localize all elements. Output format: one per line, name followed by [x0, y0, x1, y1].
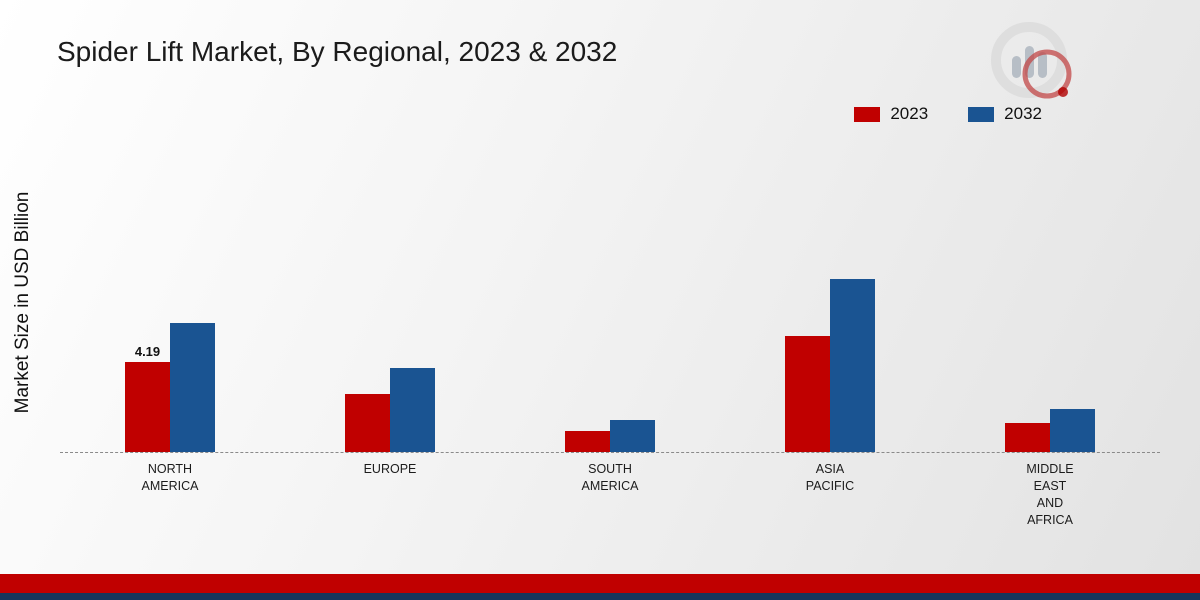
footer-blue-band	[0, 593, 1200, 600]
legend-swatch-2032	[968, 106, 995, 122]
bar-pair	[565, 150, 655, 452]
bar-pair	[1005, 150, 1095, 452]
x-tick-label: EUROPE	[363, 462, 417, 476]
bar-2032	[170, 323, 215, 452]
x-tick-label: NORTH AMERICA	[141, 462, 199, 493]
bar-wrap: 4.19	[125, 344, 170, 452]
bar-2032	[610, 419, 655, 452]
bar-group: MIDDLE EAST AND AFRICA	[1005, 150, 1095, 529]
y-axis-label: Market Size in USD Billion	[12, 191, 33, 414]
legend-item-2032: 2032	[968, 104, 1042, 124]
bar-pair: 4.19	[125, 150, 215, 452]
x-tick-label: SOUTH AMERICA	[581, 462, 639, 493]
bar-pair	[345, 150, 435, 452]
bar-group: ASIA PACIFIC	[785, 150, 875, 495]
legend-label-2023: 2023	[890, 104, 929, 123]
bar-pair	[785, 150, 875, 452]
bar-2023	[1005, 422, 1050, 452]
bar-wrap	[610, 419, 655, 452]
bar-wrap	[1005, 422, 1050, 452]
legend: 2023 2032	[854, 104, 1042, 124]
x-tick-label: ASIA PACIFIC	[805, 462, 855, 493]
bar-2032	[1050, 409, 1095, 452]
bar-group: 4.19 NORTH AMERICA	[125, 150, 215, 495]
bar-2032	[830, 278, 875, 452]
footer-red-band	[0, 574, 1200, 593]
plot-area: 4.19 NORTH AMERICA EUROPE SOUTH AMERICA ASIA…	[60, 150, 1160, 529]
bar-wrap	[170, 323, 215, 452]
bar-wrap	[830, 278, 875, 452]
bar-2023	[125, 361, 170, 452]
bar-wrap	[390, 368, 435, 452]
bar-wrap	[345, 393, 390, 452]
x-axis-baseline	[60, 452, 1160, 453]
legend-item-2023: 2023	[854, 104, 928, 124]
bar-wrap	[1050, 409, 1095, 452]
legend-label-2032: 2032	[1004, 104, 1042, 123]
chart-title: Spider Lift Market, By Regional, 2023 & …	[57, 36, 618, 67]
bar-group: EUROPE	[345, 150, 435, 478]
bar-2023	[565, 430, 610, 452]
x-tick-label: MIDDLE EAST AND AFRICA	[1026, 462, 1074, 527]
bar-value-label: 4.19	[134, 343, 161, 359]
bar-wrap	[785, 335, 830, 452]
bar-wrap	[565, 430, 610, 452]
bar-group: SOUTH AMERICA	[565, 150, 655, 495]
bar-2023	[345, 393, 390, 452]
legend-swatch-2023	[854, 106, 881, 122]
bar-2032	[390, 368, 435, 452]
bar-2023	[785, 335, 830, 452]
market-research-future-logo	[991, 22, 1072, 99]
